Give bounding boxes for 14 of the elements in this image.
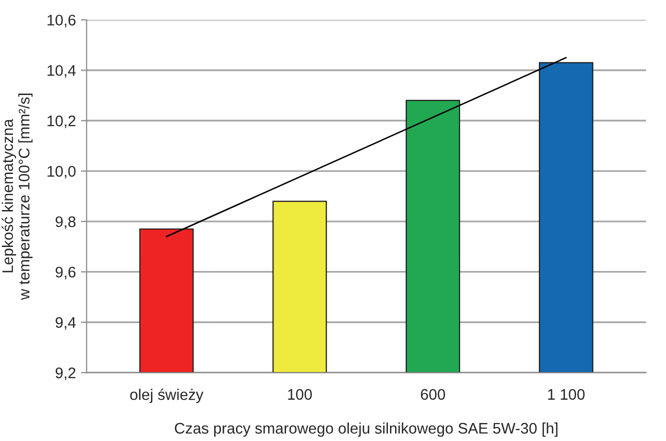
y-axis-title: Lepkość kinematyczna w temperaturze 100°C [mm²/s] — [2, 94, 33, 300]
y-tick-label: 10,6 — [48, 14, 76, 28]
x-tick-label: olej świeży — [130, 388, 204, 404]
x-axis-title: Czas pracy smarowego oleju silnikowego SAE 5W-30 [h] — [174, 422, 558, 437]
y-tick-label: 10,2 — [48, 116, 76, 128]
x-tick-label: 600 — [420, 389, 446, 400]
y-tick-label: 9,2 — [56, 368, 76, 380]
x-tick-label: 1 100 — [548, 389, 585, 400]
x-tick-label: 100 — [288, 389, 312, 400]
y-tick-label: 10,0 — [48, 166, 76, 179]
y-tick-label: 10,4 — [48, 65, 76, 78]
y-tick-label: 9,6 — [56, 266, 76, 280]
y-tick-label: 9,4 — [56, 317, 76, 330]
y-tick-label: 9,8 — [56, 216, 76, 229]
